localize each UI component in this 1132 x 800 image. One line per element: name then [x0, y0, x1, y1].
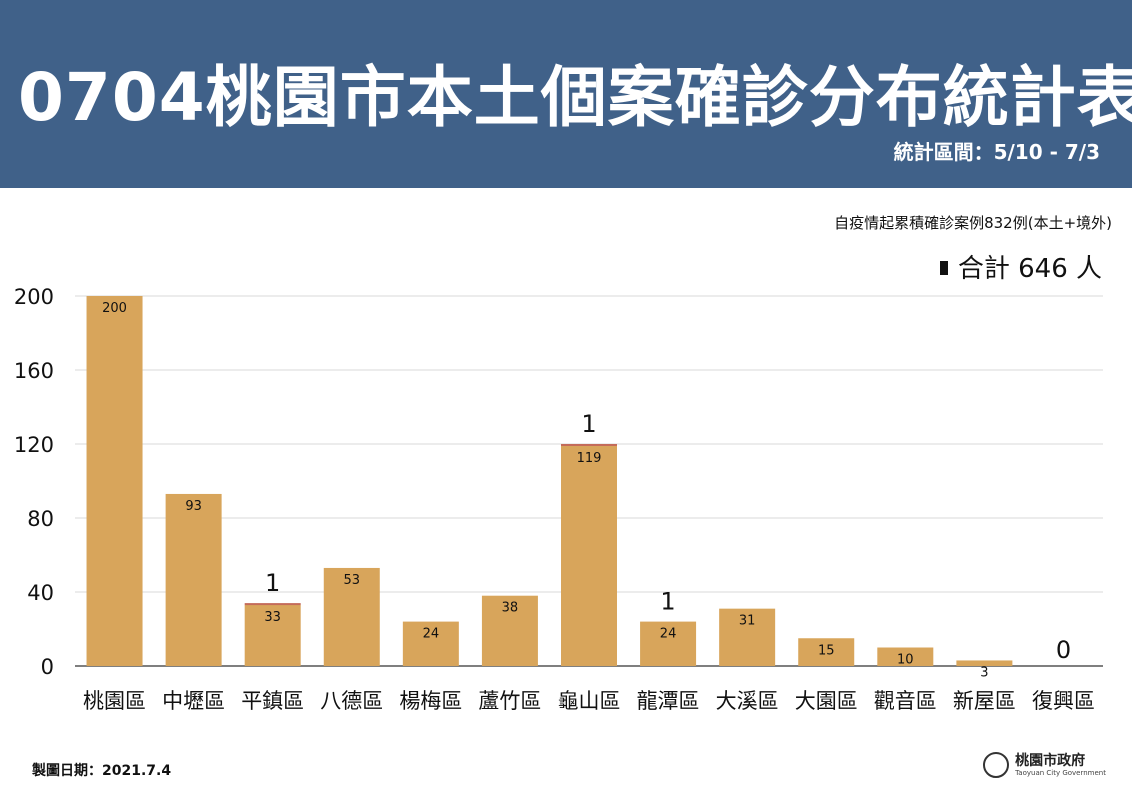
cumulative-note: 自疫情起累積確診案例832例(本土+境外)	[834, 214, 1112, 232]
bar	[719, 608, 776, 666]
y-tick-label: 0	[41, 655, 54, 679]
bar	[165, 493, 222, 666]
statistics-period: 統計區間：5/10 - 7/3	[893, 140, 1100, 164]
bar-value-label: 119	[577, 451, 602, 466]
y-axis-ticks: 0 40 80 120 160 200	[14, 285, 54, 679]
extra-value-label: 1	[581, 410, 596, 438]
header-banner: 0704桃園市本土個案確診分布統計表 統計區間：5/10 - 7/3	[0, 0, 1132, 188]
bar-value-label: 38	[502, 601, 519, 616]
category-label: 蘆竹區	[478, 689, 541, 713]
bar	[323, 567, 380, 666]
government-name-en: Taoyuan City Government	[1015, 768, 1106, 777]
bar	[402, 621, 459, 666]
total-legend: 合計 646 人	[939, 248, 1102, 285]
category-label: 龍潭區	[637, 689, 700, 713]
bar-value-label: 33	[264, 610, 281, 625]
extra-value-label: 0	[1056, 636, 1071, 664]
category-label: 八德區	[320, 689, 383, 713]
category-label: 平鎮區	[241, 689, 304, 713]
y-tick-label: 40	[27, 581, 54, 605]
bar-value-label: 15	[818, 643, 835, 658]
page-title: 0704桃園市本土個案確診分布統計表	[18, 59, 1132, 136]
bar-value-label: 24	[660, 627, 677, 642]
y-tick-label: 80	[27, 507, 54, 531]
bar	[244, 604, 301, 666]
category-label: 大園區	[795, 689, 858, 713]
y-tick-label: 160	[14, 359, 54, 383]
total-label: 合計 646 人	[957, 254, 1102, 284]
bar	[86, 296, 143, 666]
category-label: 桃園區	[83, 689, 146, 713]
category-label: 大溪區	[716, 689, 779, 713]
category-label: 觀音區	[874, 689, 937, 713]
bar-value-label: 93	[185, 499, 202, 514]
category-label: 楊梅區	[399, 689, 462, 713]
category-label: 龜山區	[558, 689, 621, 713]
bar	[798, 638, 855, 666]
bar	[561, 445, 617, 666]
government-name: 桃園市政府	[1015, 752, 1086, 769]
bar-value-label: 10	[897, 653, 914, 668]
bar	[640, 621, 697, 666]
y-tick-label: 200	[14, 285, 54, 309]
bar-value-label: 24	[423, 627, 440, 642]
bars: 200 93 33 1 53 24 38 119 1 24 1 31 15 10 3 0	[86, 296, 1071, 680]
government-logo: 桃園市政府 Taoyuan City Government	[983, 752, 1106, 778]
category-label: 復興區	[1032, 689, 1095, 713]
extra-value-label: 1	[660, 588, 675, 616]
category-label: 中壢區	[162, 689, 225, 713]
chart-date: 製圖日期：2021.7.4	[32, 763, 172, 779]
y-tick-label: 120	[14, 433, 54, 457]
bar	[956, 660, 1013, 666]
bar	[877, 647, 934, 666]
category-label: 新屋區	[953, 689, 1016, 713]
bar	[481, 595, 538, 666]
bar-value-label: 200	[102, 301, 127, 316]
category-labels: 桃園區 中壢區 平鎮區 八德區 楊梅區 蘆竹區 龜山區 龍潭區 大溪區 大園區 觀音區 新屋區 復興區	[83, 689, 1095, 713]
bar-value-label: 31	[739, 614, 756, 629]
legend-square-icon	[939, 261, 948, 275]
bar-segment	[244, 603, 301, 606]
extra-value-label: 1	[265, 569, 280, 597]
bar-value-label: 53	[343, 573, 360, 588]
bar-value-label: 3	[980, 665, 988, 680]
bar-segment	[561, 444, 617, 446]
city-seal-icon	[983, 752, 1010, 778]
